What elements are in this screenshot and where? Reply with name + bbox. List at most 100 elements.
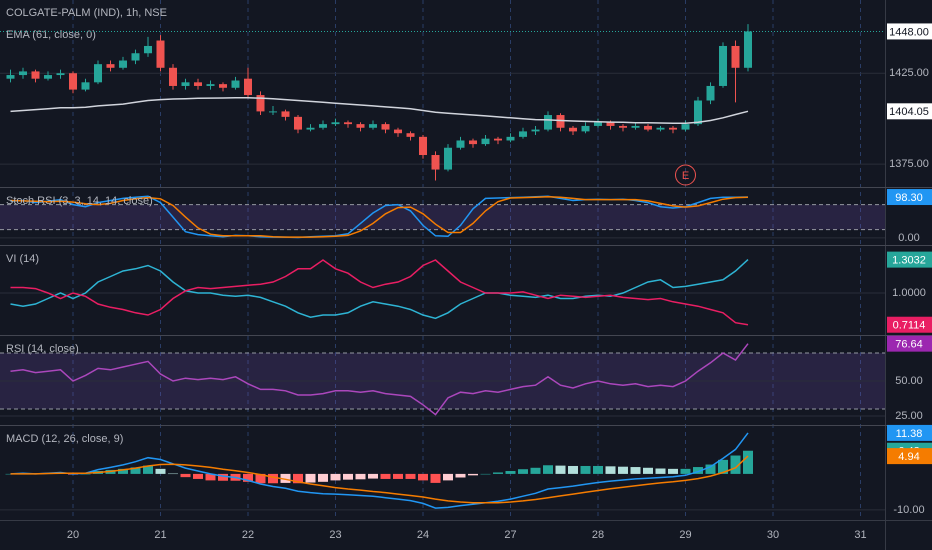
candle-body (356, 124, 365, 128)
pane-title: Stoch RSI (3, 3, 14, 14, close) (6, 195, 153, 207)
price-tag (887, 189, 932, 206)
x-tick-label: 30 (767, 529, 779, 541)
series-line (10, 455, 749, 504)
histogram-bar (393, 473, 403, 479)
histogram-bar (80, 473, 91, 475)
histogram-bar (480, 473, 491, 475)
histogram-bar (343, 473, 353, 480)
series-line (10, 97, 749, 124)
histogram-bar (693, 467, 703, 474)
candle-body (481, 138, 490, 145)
price-tag (887, 335, 932, 352)
histogram-bar (705, 464, 716, 474)
histogram-bar (318, 473, 328, 482)
price-tag (887, 424, 932, 441)
histogram-bar (330, 473, 341, 481)
series-line (10, 195, 749, 238)
candle-body (81, 82, 90, 90)
y-tick-label: 50.00 (895, 375, 923, 387)
price-tag (887, 448, 932, 465)
histogram-bar (368, 473, 378, 479)
candle-body (644, 125, 652, 130)
x-tick-label: 28 (592, 529, 604, 541)
price-tag-label: 11.38 (896, 428, 923, 440)
histogram-bar (118, 468, 128, 474)
price-tag (887, 251, 932, 268)
x-tick-label: 24 (417, 529, 429, 541)
candle-body (194, 82, 202, 86)
y-tick-label: 1375.00 (889, 158, 929, 170)
y-tick-label: 25.00 (895, 410, 923, 422)
candle-body (181, 82, 190, 86)
histogram-bar (568, 465, 578, 474)
candle-body (631, 125, 640, 128)
candle-body (94, 64, 102, 83)
histogram-bar (530, 467, 541, 474)
candle-body (431, 155, 440, 170)
histogram-bar (243, 473, 253, 482)
histogram-bar (155, 468, 166, 474)
candle-body (669, 127, 677, 130)
price-tag-label: 1.3032 (892, 255, 926, 267)
series-line (10, 259, 749, 326)
histogram-bar (130, 467, 141, 474)
candle-body (131, 53, 140, 61)
candle-body (744, 31, 752, 68)
series-line (10, 259, 749, 320)
histogram-bar (630, 467, 641, 474)
series-line (10, 432, 749, 509)
histogram-bar (680, 468, 691, 474)
price-tag-label: 0.7114 (893, 320, 926, 332)
earnings-marker (675, 164, 696, 186)
candle-body (406, 133, 415, 137)
histogram-bar (255, 473, 266, 484)
candle-body (681, 124, 690, 130)
candle-body (619, 125, 627, 128)
annotation-text: E (682, 170, 689, 182)
candle-body (369, 124, 377, 128)
candle-body (444, 147, 452, 170)
y-tick-label: 1425.00 (889, 67, 929, 79)
candle-body (544, 115, 552, 130)
x-tick-label: 23 (329, 529, 341, 541)
candle-body (119, 60, 127, 68)
candle-body (244, 78, 252, 96)
histogram-bar (668, 468, 678, 474)
pane-title: MACD (12, 26, close, 9) (6, 433, 123, 445)
histogram-bar (143, 465, 153, 474)
price-tag (887, 23, 932, 40)
histogram-bar (455, 473, 466, 478)
histogram-bar (180, 473, 191, 478)
histogram-bar (493, 472, 503, 474)
histogram-bar (380, 473, 391, 479)
histogram-bar (280, 473, 291, 483)
band-fill (0, 204, 885, 230)
price-tag (887, 316, 932, 333)
candle-body (719, 45, 727, 86)
candle-body (31, 71, 40, 79)
histogram-bar (605, 466, 616, 474)
histogram-bar (655, 468, 666, 474)
histogram-bar (168, 473, 178, 475)
histogram-bar (505, 471, 516, 474)
histogram-bar (593, 465, 603, 474)
histogram-bar (305, 473, 316, 483)
histogram-bar (643, 467, 653, 474)
candle-body (381, 124, 390, 130)
price-tag (887, 103, 932, 120)
histogram-bar (743, 450, 753, 474)
candle-body (319, 124, 327, 128)
candle-body (656, 127, 665, 130)
candle-body (19, 71, 27, 76)
y-tick-label: -10.00 (893, 504, 924, 516)
candle-body (344, 122, 352, 125)
price-tag-label: 98.30 (895, 192, 923, 204)
histogram-bar (718, 459, 728, 474)
histogram-bar (418, 473, 428, 481)
candle-body (294, 116, 302, 130)
candle-body (694, 100, 702, 125)
series-line (10, 343, 749, 416)
candle-body (606, 122, 615, 126)
x-tick-label: 31 (854, 529, 866, 541)
